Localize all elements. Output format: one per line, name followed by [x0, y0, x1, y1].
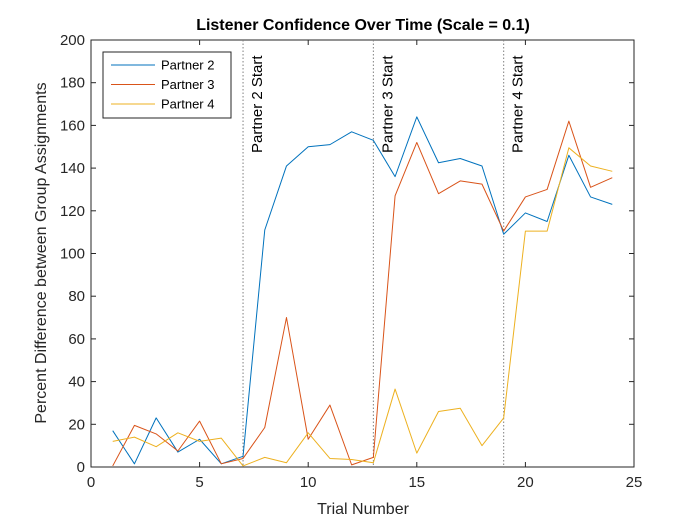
y-tick-label: 120 — [60, 203, 85, 220]
legend-label: Partner 3 — [161, 77, 214, 92]
chart-title: Listener Confidence Over Time (Scale = 0… — [196, 17, 530, 34]
y-tick-label: 40 — [68, 374, 85, 391]
annotation-label: Partner 4 Start — [510, 55, 527, 153]
y-tick-label: 80 — [68, 288, 85, 305]
x-tick-label: 0 — [87, 474, 95, 491]
legend: Partner 2 Partner 3 Partner 4 — [102, 51, 232, 119]
y-tick-label: 160 — [60, 117, 85, 134]
y-axis-label: Percent Difference between Group Assignm… — [33, 82, 50, 423]
series-line-partner-2 — [112, 116, 613, 465]
x-tick-label: 10 — [300, 474, 317, 491]
y-tick-label: 0 — [77, 459, 85, 476]
y-tick-label: 60 — [68, 331, 85, 348]
y-tick-label: 140 — [60, 160, 85, 177]
legend-label: Partner 4 — [161, 97, 214, 112]
y-tick-label: 20 — [68, 416, 85, 433]
y-tick-label: 200 — [60, 32, 85, 49]
y-tick-label: 100 — [60, 246, 85, 263]
x-tick-label: 25 — [626, 474, 643, 491]
annotation-label: Partner 3 Start — [379, 55, 396, 153]
x-tick-label: 20 — [517, 474, 534, 491]
x-tick-label: 5 — [195, 474, 203, 491]
x-axis-label: Trial Number — [317, 501, 410, 518]
series-line-partner-4 — [112, 147, 613, 467]
x-tick-label: 15 — [408, 474, 425, 491]
y-tick-label: 180 — [60, 75, 85, 92]
annotation-label: Partner 2 Start — [249, 55, 266, 153]
legend-label: Partner 2 — [161, 58, 214, 73]
